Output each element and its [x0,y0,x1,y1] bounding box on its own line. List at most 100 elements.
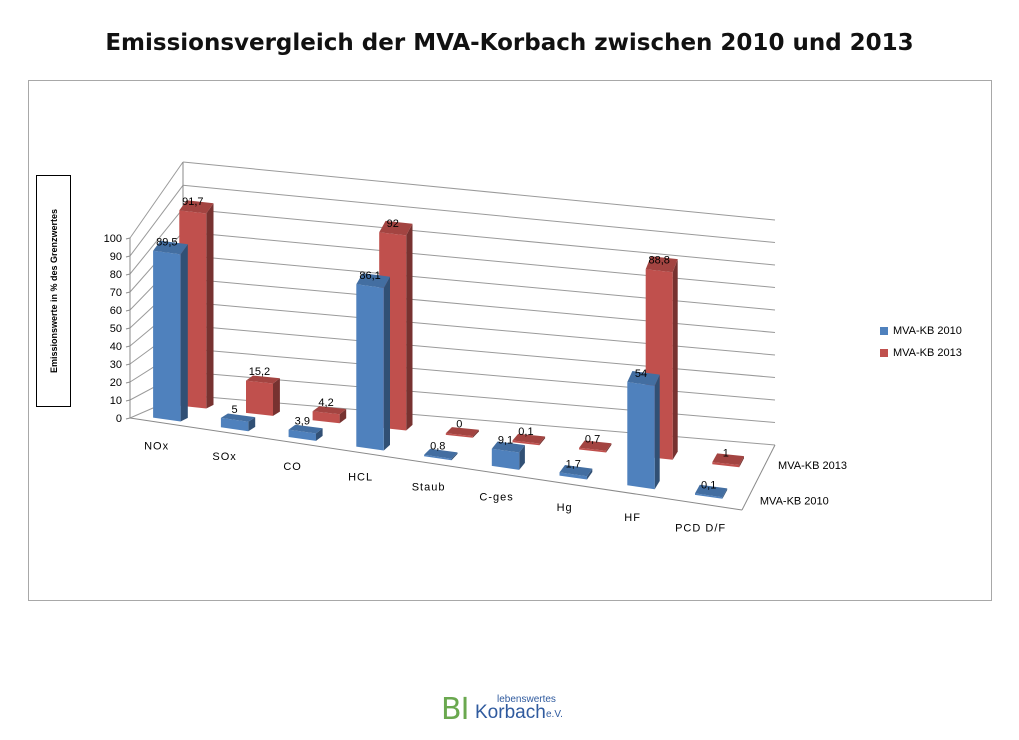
bar-top-PCD D/F [695,484,728,498]
y-tick-mark [125,309,131,312]
bar-2010-HF [627,382,655,490]
bar-side-Hg [606,443,612,453]
y-tick-label: 0 [116,413,122,425]
x-axis-line [129,417,743,511]
logo-small-text: lebenswertes [497,694,556,705]
bar-top-HCL [379,220,413,236]
bar-top-C-ges [491,441,525,453]
y-axis-label-box [36,175,71,407]
legend-swatch-2013 [880,349,888,357]
bar-side-PCD D/F [739,456,744,468]
gridline [182,231,776,288]
chart-frame [28,80,992,601]
bar-side-C-ges [539,436,546,446]
bar-top-HCL [356,273,390,288]
data-label: 5 [232,404,238,416]
bar-top-Hg [579,440,612,451]
legend-label-2010: MVA-KB 2010 [893,325,962,337]
bar-2010-NOx [153,250,181,422]
data-label: 89,5 [156,237,177,249]
bar-2013-C-ges [512,440,540,446]
bar-top-NOx [153,240,188,255]
side-gridline [129,208,184,275]
chart-title: Emissionsvergleich der MVA-Korbach zwisc… [105,30,914,56]
bar-top-Hg [559,465,593,477]
gridline [182,278,776,333]
bar-top-C-ges [512,433,546,444]
data-label: 0,7 [585,433,600,445]
data-label: 86,1 [359,270,380,282]
gridline [182,324,776,378]
y-tick-mark [125,273,131,276]
y-tick-label: 100 [104,233,122,245]
x-tick-label: HCL [348,471,373,483]
logo-ev-text: e.V. [546,709,563,720]
data-label: 91,7 [182,196,203,208]
bar-top-SOx [246,375,280,384]
data-label: 0,1 [518,426,533,438]
y-tick-label: 90 [110,251,122,263]
bar-2010-HCL [356,284,384,451]
gridline [182,208,776,266]
x-tick-label: NOx [144,441,169,453]
chart-legend: MVA-KB 2010 MVA-KB 2013 [880,320,962,364]
y-tick-mark [125,237,131,240]
data-label: 92 [387,218,399,230]
y-tick-mark [125,291,131,294]
data-label: 3,9 [295,416,310,428]
data-label: 1 [723,448,729,460]
logo-bi: BI [441,692,469,727]
bar-side-HCL [406,223,413,431]
y-tick-mark [125,399,131,402]
y-tick-mark [125,381,131,384]
legend-item-2010: MVA-KB 2010 [880,320,962,342]
bar-side-Staub [451,452,458,461]
depth-label-2013: MVA-KB 2013 [778,460,847,472]
data-label: 0,1 [701,479,716,491]
x-tick-label: HF [624,512,641,524]
bar-2013-Hg [579,447,607,453]
bar-side-NOx [180,244,188,422]
y-tick-label: 40 [110,341,122,353]
logo-big-text: Korbach [475,702,546,723]
bar-top-HF [627,371,660,386]
y-tick-label: 70 [110,287,122,299]
x-tick-label: C-ges [479,492,513,504]
data-label: 0 [456,419,462,431]
bar-side-PCD D/F [722,488,728,499]
y-tick-mark [125,363,131,366]
bar-2010-CO [288,429,316,441]
bar-top-CO [288,424,323,434]
data-label: 4,2 [318,397,333,409]
bar-top-HF [645,256,678,273]
bar-side-Staub [472,429,479,438]
legend-swatch-2010 [880,327,888,335]
data-label: 1,7 [566,458,581,470]
bar-top-CO [312,406,347,415]
bar-side-SOx [248,417,256,432]
bar-2013-Staub [445,433,473,438]
y-tick-label: 30 [110,359,122,371]
bar-2010-SOx [220,417,249,432]
gridline [182,161,776,221]
bar-side-HCL [383,276,390,451]
data-label: 15,2 [249,366,270,378]
bar-top-SOx [220,413,256,422]
bar-2013-CO [312,411,340,424]
y-axis-label: Emissionswerte in % des Grenzwertes [49,208,59,374]
gridline [182,301,776,356]
data-label: 9,1 [498,435,513,447]
bar-2013-PCD D/F [712,462,740,468]
y-tick-mark [125,417,131,420]
bar-side-CO [316,428,323,441]
y-tick-mark [125,327,131,330]
bar-top-PCD D/F [712,453,744,465]
legend-label-2013: MVA-KB 2013 [893,347,962,359]
y-tick-label: 60 [110,305,122,317]
y-tick-label: 10 [110,395,122,407]
y-tick-label: 80 [110,269,122,281]
x-tick-label: Hg [557,502,573,514]
gridline [182,184,776,243]
bar-2010-C-ges [491,448,520,470]
